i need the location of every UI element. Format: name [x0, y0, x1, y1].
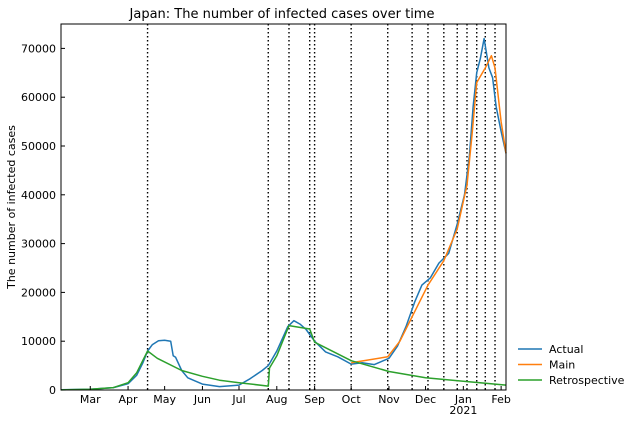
- x-tick-label-7: Oct: [342, 393, 362, 406]
- y-tick-label-5: 50000: [21, 140, 56, 153]
- y-ticks: 0 10000 20000 30000 40000 50000 60000 70000: [21, 42, 65, 397]
- legend: Actual Main Retrospective: [518, 343, 625, 387]
- y-tick-label-7: 70000: [21, 42, 56, 55]
- y-tick-label-3: 30000: [21, 238, 56, 251]
- legend-label-retrospective: Retrospective: [549, 374, 625, 387]
- x-tick-label-8: Nov: [378, 393, 400, 406]
- y-tick-label-2: 20000: [21, 286, 56, 299]
- series-lines: [60, 37, 507, 391]
- legend-label-actual: Actual: [549, 343, 583, 356]
- series-line-main: [351, 54, 507, 364]
- plot-frame: [60, 23, 507, 391]
- chart-title: Japan: The number of infected cases over…: [129, 7, 435, 22]
- x-tick-label-4: Jul: [231, 393, 245, 406]
- x-tick-label-6: Sep: [304, 393, 325, 406]
- y-axis-label: The number of infected cases: [5, 125, 18, 290]
- x-tick-label-0: Mar: [80, 393, 101, 406]
- x-tick-label-9: Dec: [415, 393, 436, 406]
- x-tick-label-3: Jun: [193, 393, 211, 406]
- x-tick-label-1: Apr: [119, 393, 139, 406]
- series-line-retrospective: [60, 324, 507, 391]
- series-line-actual: [60, 37, 507, 391]
- x-tick-label-5: Aug: [266, 393, 287, 406]
- y-tick-label-6: 60000: [21, 91, 56, 104]
- change-date-lines: [146, 24, 496, 390]
- y-tick-label-0: 0: [49, 384, 56, 397]
- x-tick-sublabel-10: 2021: [449, 404, 477, 417]
- x-tick-label-10: Jan: [454, 393, 472, 406]
- x-tick-label-2: May: [153, 393, 176, 406]
- legend-label-main: Main: [549, 359, 575, 372]
- x-tick-label-11: Feb: [491, 393, 510, 406]
- y-tick-label-4: 40000: [21, 189, 56, 202]
- y-tick-label-1: 10000: [21, 335, 56, 348]
